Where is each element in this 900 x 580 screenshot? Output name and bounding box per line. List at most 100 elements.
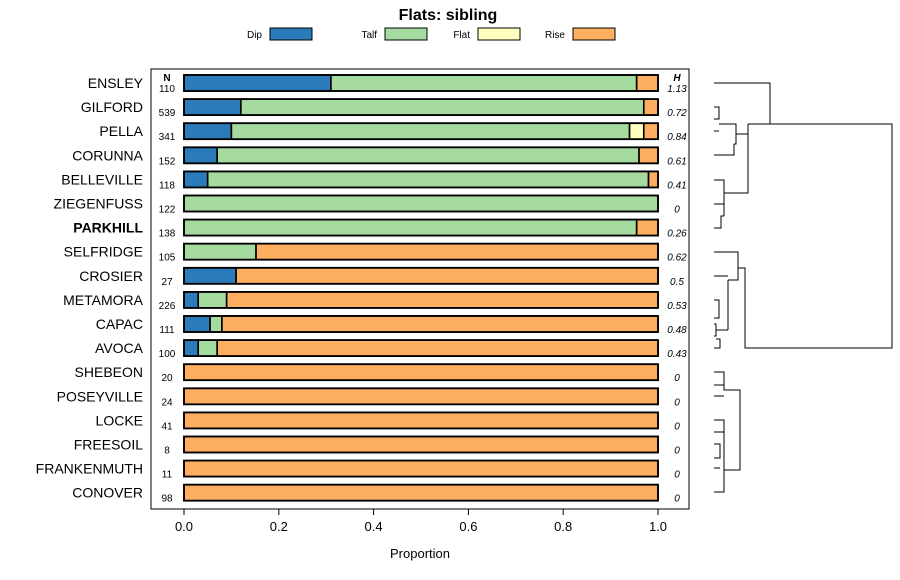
legend-swatch-dip [269, 27, 313, 41]
category-label-freesoil: FREESOIL [74, 437, 143, 453]
bar-segment-belleville-talf [206, 170, 650, 189]
n-value-parkhill: 138 [159, 229, 176, 240]
dendrogram-branch [714, 144, 735, 156]
bar-outline-frankenmuth [183, 459, 659, 478]
h-value-ensley: 1.13 [667, 84, 687, 95]
n-value-gilford: 539 [159, 108, 176, 119]
dendrogram-branch [719, 123, 737, 145]
bar-segment-ensley-talf [330, 74, 638, 92]
legend-label-rise: Rise [545, 30, 565, 41]
n-value-pella: 341 [159, 132, 176, 143]
bar-segment-corunna-talf [216, 146, 640, 165]
bar-segment-belleville-rise [647, 170, 659, 189]
bar-segment-parkhill-rise [635, 218, 659, 237]
bar-segment-selfridge-rise [255, 242, 659, 261]
category-label-shebeon: SHEBEON [75, 364, 143, 380]
bar-outline-ensley [183, 74, 659, 92]
h-value-poseyville: 0 [674, 397, 680, 408]
dendrogram-branch [714, 82, 771, 125]
h-value-metamora: 0.53 [667, 301, 687, 312]
x-tick-label: 1.0 [649, 519, 667, 534]
dendrogram-branch [714, 179, 725, 205]
bar-outline-locke [183, 411, 659, 430]
n-value-selfridge: 105 [159, 253, 176, 264]
n-value-poseyville: 24 [161, 397, 173, 408]
dendrogram-branch [714, 299, 720, 319]
category-label-crosier: CROSIER [79, 268, 143, 284]
dendrogram-branch [714, 251, 739, 281]
bar-segment-metamora-dip [183, 291, 200, 309]
category-label-metamora: METAMORA [63, 292, 144, 308]
category-label-avoca: AVOCA [95, 340, 144, 356]
bar-segment-capac-rise [221, 315, 659, 333]
bar-outline-capac [183, 315, 659, 333]
bar-segment-locke-rise [183, 411, 659, 430]
dendrogram-branch [714, 323, 717, 337]
bar-segment-freesoil-rise [183, 435, 659, 454]
bar-segment-selfridge-talf [183, 242, 257, 261]
legend-label-talf: Talf [361, 30, 377, 41]
bar-segment-crosier-dip [183, 266, 237, 285]
bar-segment-metamora-rise [225, 291, 659, 309]
h-value-capac: 0.48 [667, 325, 687, 336]
n-value-avoca: 100 [159, 349, 176, 360]
n-value-crosier: 27 [161, 277, 173, 288]
dendrogram-branch [714, 443, 721, 459]
bar-segment-gilford-dip [183, 98, 242, 116]
n-value-corunna: 152 [159, 156, 176, 167]
n-value-capac: 111 [159, 325, 175, 336]
bar-outline-conover [183, 483, 659, 502]
h-value-pella: 0.84 [667, 132, 687, 143]
bar-segment-ensley-rise [635, 74, 659, 92]
bar-segment-ensley-dip [183, 74, 332, 92]
bar-segment-belleville-dip [183, 170, 209, 189]
n-value-belleville: 118 [159, 180, 175, 191]
h-value-frankenmuth: 0 [674, 470, 680, 481]
n-value-ziegenfuss: 122 [159, 205, 176, 216]
legend-label-dip: Dip [247, 30, 262, 41]
category-label-poseyville: POSEYVILLE [57, 388, 143, 404]
category-label-ziegenfuss: ZIEGENFUSS [54, 196, 143, 212]
n-column-header: N [163, 73, 170, 84]
dendrogram-branch [714, 338, 721, 349]
h-value-parkhill: 0.26 [667, 229, 687, 240]
bar-segment-corunna-rise [638, 146, 659, 165]
n-value-freesoil: 8 [164, 446, 170, 457]
legend-swatch-flat [477, 27, 521, 41]
bar-segment-parkhill-talf [183, 218, 638, 237]
bar-segment-frankenmuth-rise [183, 459, 659, 478]
category-label-capac: CAPAC [96, 316, 143, 332]
bar-segment-pella-dip [183, 122, 233, 140]
dendrogram-branch [724, 124, 749, 194]
bar-outline-parkhill [183, 218, 659, 237]
bar-outline-poseyville [183, 387, 659, 406]
bar-segment-gilford-talf [240, 98, 645, 116]
legend-swatch-rise [572, 27, 616, 41]
bar-outline-gilford [183, 98, 659, 116]
h-value-shebeon: 0 [674, 373, 680, 384]
category-label-pella: PELLA [99, 123, 143, 139]
n-value-shebeon: 20 [161, 373, 173, 384]
bar-outline-belleville [183, 170, 659, 189]
category-label-selfridge: SELFRIDGE [64, 244, 143, 260]
bar-segment-crosier-rise [235, 266, 659, 285]
category-label-parkhill: PARKHILL [73, 220, 143, 236]
x-tick-label: 0.4 [365, 519, 383, 534]
bar-segment-conover-rise [183, 483, 659, 502]
n-value-metamora: 226 [159, 301, 176, 312]
h-value-crosier: 0.5 [670, 277, 684, 288]
bar-segment-ziegenfuss-talf [183, 194, 659, 213]
x-axis: 0.0 0.2 0.4 0.6 0.8 1.0 [175, 509, 667, 534]
h-value-corunna: 0.61 [667, 156, 686, 167]
bar-segment-corunna-dip [183, 146, 218, 165]
bar-outline-selfridge [183, 242, 659, 261]
bar-segment-pella-talf [230, 122, 631, 140]
x-tick-label: 0.2 [270, 519, 288, 534]
dendrogram-branch [714, 440, 725, 493]
bar-outline-pella [183, 122, 659, 141]
bar-outline-metamora [183, 290, 659, 309]
n-value-ensley: 110 [159, 84, 175, 95]
h-value-belleville: 0.41 [667, 180, 686, 191]
